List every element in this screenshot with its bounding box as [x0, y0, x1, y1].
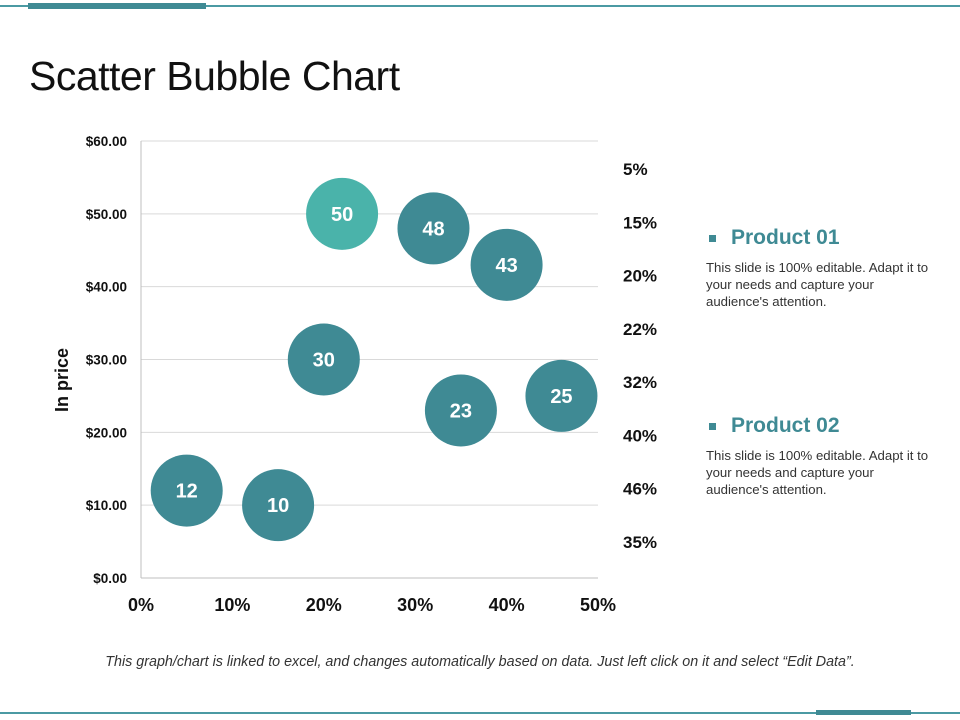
x-tick-label: 20%: [306, 595, 342, 615]
legend-bullet-icon: [709, 234, 716, 242]
legend-name: Product 02: [731, 414, 840, 437]
y-tick-label: $40.00: [86, 280, 127, 295]
y-tick-label: $50.00: [86, 207, 127, 222]
secondary-label: 20%: [623, 267, 657, 286]
secondary-label: 46%: [623, 480, 657, 499]
bubble: [525, 359, 598, 432]
y-tick-label: $30.00: [86, 353, 127, 368]
bubble: [150, 454, 223, 527]
bubble-label: 23: [450, 400, 472, 422]
y-tick-label: $60.00: [86, 134, 127, 149]
legend-product-01: Product 01 This slide is 100% editable. …: [706, 226, 936, 310]
bubble: [306, 177, 379, 250]
page-title: Scatter Bubble Chart: [29, 53, 400, 100]
bottom-rule: [0, 712, 960, 714]
top-accent-bar: [28, 3, 206, 9]
x-tick-label: 10%: [214, 595, 250, 615]
footnote: This graph/chart is linked to excel, and…: [105, 654, 855, 670]
bubble: [470, 228, 543, 301]
legend-name: Product 01: [731, 226, 840, 249]
legend-description: This slide is 100% editable. Adapt it to…: [706, 260, 929, 309]
bubble: [397, 192, 470, 265]
secondary-label: 15%: [623, 213, 657, 232]
legend-bullet-icon: [709, 422, 716, 430]
secondary-label: 22%: [623, 320, 657, 339]
y-tick-label: $10.00: [86, 498, 127, 513]
x-tick-label: 30%: [397, 595, 433, 615]
bottom-accent-bar: [816, 710, 911, 715]
secondary-label: 40%: [623, 426, 657, 445]
bubble: [287, 323, 360, 396]
legend-description: This slide is 100% editable. Adapt it to…: [706, 448, 929, 497]
bubble-label: 12: [176, 481, 198, 503]
bubble: [424, 374, 497, 447]
x-tick-label: 0%: [128, 595, 154, 615]
bubble-label: 43: [495, 255, 517, 277]
y-tick-label: $0.00: [93, 571, 127, 586]
x-tick-label: 50%: [580, 595, 616, 615]
legend-product-02: Product 02 This slide is 100% editable. …: [706, 414, 936, 498]
secondary-label: 35%: [623, 533, 657, 552]
y-axis-title: In price: [52, 348, 72, 412]
secondary-label: 5%: [623, 160, 648, 179]
top-rule: [0, 5, 960, 7]
bubble-label: 10: [267, 495, 289, 517]
x-tick-label: 40%: [489, 595, 525, 615]
y-tick-label: $20.00: [86, 425, 127, 440]
bubble-label: 50: [331, 204, 353, 226]
bubble: [242, 469, 315, 542]
secondary-label: 32%: [623, 373, 657, 392]
bubble-label: 25: [550, 386, 572, 408]
bubble-label: 30: [313, 350, 335, 372]
bubble-label: 48: [422, 218, 444, 240]
